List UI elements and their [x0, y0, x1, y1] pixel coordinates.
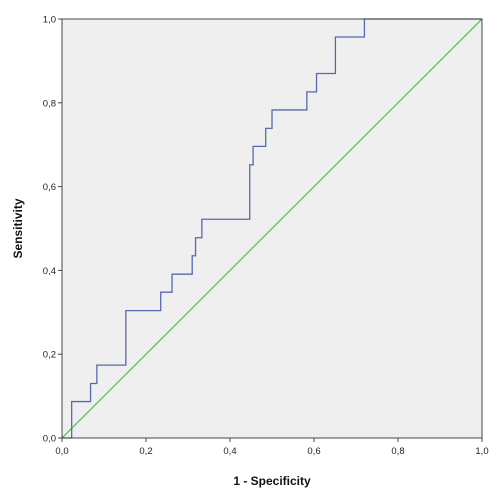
y-tick-label: 0,8 — [43, 98, 56, 109]
y-axis-title: Sensitivity — [11, 198, 25, 258]
x-axis-title: 1 - Specificity — [233, 474, 311, 488]
x-tick-label: 0,6 — [307, 446, 320, 457]
y-tick-label: 0,2 — [43, 350, 56, 361]
x-tick-label: 0,4 — [223, 446, 236, 457]
reference-diagonal-line — [61, 18, 483, 439]
plot-frame — [61, 18, 483, 439]
y-tick-label: 1,0 — [43, 15, 56, 26]
x-tick-label: 0,8 — [391, 446, 404, 457]
roc-curve-line — [62, 18, 482, 439]
x-tick-label: 0,2 — [139, 446, 152, 457]
y-tick-label: 0,0 — [43, 434, 56, 445]
x-tick-label: 0,0 — [55, 446, 68, 457]
x-tick-label: 1,0 — [475, 446, 488, 457]
y-tick-label: 0,6 — [43, 182, 56, 193]
y-tick-label: 0,4 — [43, 266, 56, 277]
